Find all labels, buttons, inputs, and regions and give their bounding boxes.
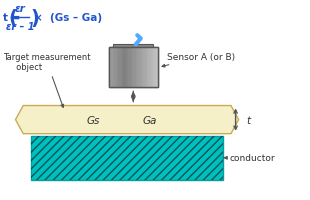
Text: ×  (Gs – Ga): × (Gs – Ga) bbox=[34, 13, 102, 23]
Text: Sensor A (or B): Sensor A (or B) bbox=[162, 53, 236, 68]
Bar bbox=[128, 48, 131, 88]
Text: Ga: Ga bbox=[142, 115, 157, 125]
Bar bbox=[133, 48, 136, 88]
Bar bbox=[108, 48, 158, 88]
Bar bbox=[116, 48, 118, 88]
Text: ): ) bbox=[30, 9, 39, 27]
Bar bbox=[113, 45, 153, 48]
Bar bbox=[108, 48, 158, 88]
Bar bbox=[156, 48, 158, 88]
Bar bbox=[138, 48, 141, 88]
Bar bbox=[146, 48, 148, 88]
Bar bbox=[121, 48, 123, 88]
Bar bbox=[123, 48, 126, 88]
Bar bbox=[131, 48, 133, 88]
Bar bbox=[136, 48, 138, 88]
Text: (: ( bbox=[9, 9, 18, 27]
Bar bbox=[148, 48, 151, 88]
Bar bbox=[143, 48, 146, 88]
Text: Target measurement
     object: Target measurement object bbox=[3, 53, 91, 108]
Bar bbox=[153, 48, 156, 88]
Bar bbox=[108, 48, 111, 88]
Text: Gs: Gs bbox=[87, 115, 100, 125]
Text: εr: εr bbox=[15, 4, 26, 14]
Bar bbox=[151, 48, 153, 88]
Bar bbox=[126, 48, 128, 88]
Bar bbox=[113, 48, 116, 88]
Polygon shape bbox=[16, 106, 239, 134]
Bar bbox=[118, 48, 121, 88]
Bar bbox=[111, 48, 113, 88]
Text: t: t bbox=[246, 115, 250, 125]
Text: conductor: conductor bbox=[224, 154, 275, 162]
FancyBboxPatch shape bbox=[31, 136, 223, 180]
Bar bbox=[141, 48, 143, 88]
Text: εr – 1: εr – 1 bbox=[6, 22, 34, 32]
Text: t =: t = bbox=[3, 13, 24, 23]
